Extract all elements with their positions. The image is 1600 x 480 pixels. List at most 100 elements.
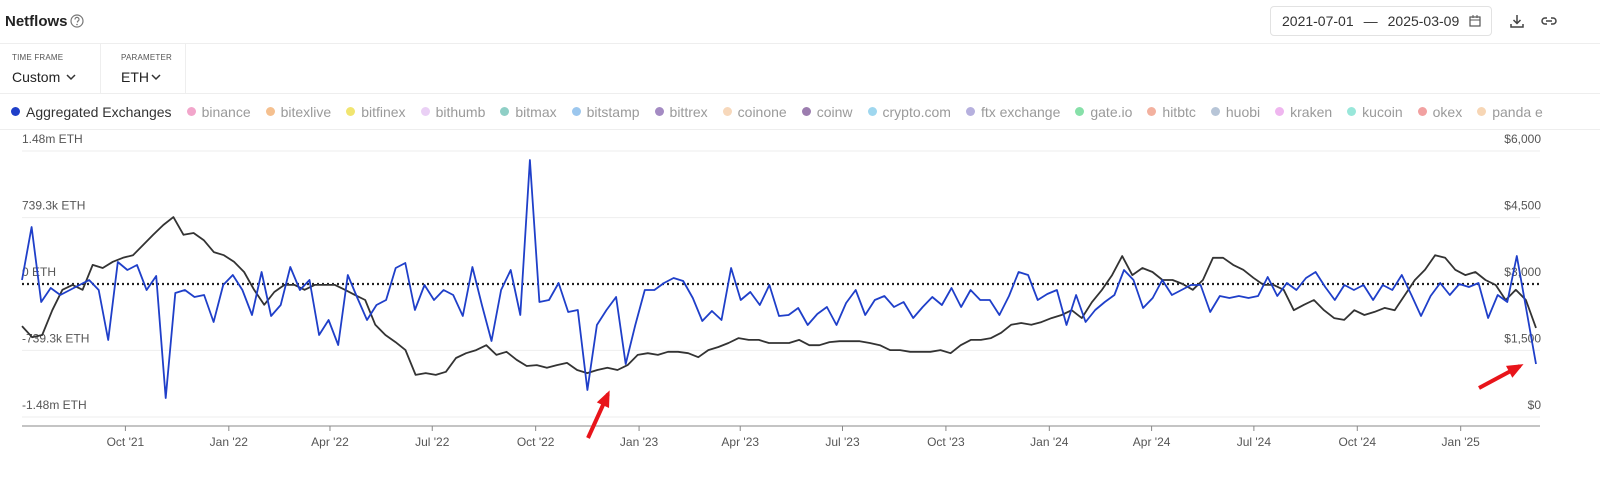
legend-label: binance: [201, 103, 251, 120]
legend-dot: [867, 107, 877, 116]
x-tick-label: Apr '22: [311, 435, 349, 449]
control-label: PARAMETER: [121, 53, 172, 62]
legend-dot: [965, 107, 975, 116]
control-label: TIME FRAME: [12, 53, 64, 62]
legend-item[interactable]: huobi: [1210, 104, 1260, 120]
legend-dot: [11, 107, 20, 116]
control-value: Custom: [12, 69, 61, 85]
y2-tick-label: $1,500: [1504, 332, 1541, 346]
legend-dot: [571, 107, 581, 116]
help-icon[interactable]: [70, 14, 84, 28]
legend-item[interactable]: panda e: [1477, 104, 1543, 120]
legend-item[interactable]: crypto.com: [867, 103, 951, 120]
legend-label: crypto.com: [882, 103, 951, 120]
annotation-arrowhead: [1506, 364, 1524, 378]
link-icon[interactable]: [1540, 13, 1558, 29]
y-tick-label: 0 ETH: [22, 265, 56, 279]
annotation-arrowhead: [596, 390, 610, 408]
x-tick-label: Oct '22: [517, 435, 555, 449]
legend-item[interactable]: Aggregated Exchanges: [11, 104, 172, 120]
legend-item[interactable]: okex: [1417, 103, 1463, 120]
date-separator: —: [1363, 13, 1378, 29]
chevron: [151, 73, 161, 80]
date-from: 2021-07-01: [1282, 13, 1354, 29]
page-title: Netflows: [5, 13, 68, 30]
parameter-control[interactable]: PARAMETER ETH: [101, 44, 186, 94]
legend-item[interactable]: gate.io: [1075, 104, 1132, 120]
x-tick-label: Oct '23: [927, 435, 965, 449]
chart: 1.48m ETH 739.3k ETH 0 ETH -739.3k ETH -1.48…: [21, 132, 1542, 449]
legend-dot: [801, 107, 811, 116]
price-line: [21, 216, 1537, 376]
legend-dot: [1275, 107, 1285, 116]
y-tick-label: 739.3k ETH: [22, 199, 85, 213]
download-icon[interactable]: [1509, 13, 1525, 29]
legend-label: bitexlive: [280, 103, 332, 120]
legend-dot: [722, 107, 732, 116]
legend-label: kucoin: [1362, 103, 1403, 120]
y2-tick-label: $6,000: [1504, 132, 1541, 146]
header: Netflows 2021-07-01 — 2025-03-09: [0, 0, 1600, 44]
control-value: ETH: [121, 69, 149, 85]
y-tick-label: -1.48m ETH: [22, 398, 87, 412]
calendar-icon: [1469, 15, 1481, 27]
legend-item[interactable]: bittrex: [654, 103, 708, 120]
legend-label: okex: [1432, 103, 1463, 120]
x-tick-label: Jul '23: [825, 435, 860, 449]
legend-dot: [1417, 107, 1427, 116]
legend-label: Aggregated Exchanges: [26, 103, 172, 120]
legend-label: coinw: [816, 103, 853, 120]
legend-label: ftx exchange: [980, 103, 1061, 120]
legend-item[interactable]: binance: [186, 103, 251, 120]
legend-label: bitfinex: [361, 103, 406, 120]
x-tick-label: Jan '24: [1030, 435, 1069, 449]
legend-item[interactable]: hitbtc: [1147, 103, 1196, 120]
x-tick-label: Jan '25: [1442, 435, 1481, 449]
x-tick-label: Jul '22: [415, 435, 450, 449]
x-tick-label: Oct '21: [107, 435, 145, 449]
legend-item[interactable]: bitstamp: [571, 103, 640, 120]
legend-item[interactable]: bitexlive: [265, 103, 332, 120]
y2-tick-label: $3,000: [1504, 265, 1541, 279]
legend-dot: [1075, 107, 1085, 116]
legend-item[interactable]: ftx exchange: [965, 103, 1061, 120]
legend-dot: [500, 107, 510, 116]
legend-dot: [1210, 107, 1220, 116]
legend-dot: [265, 107, 275, 116]
x-tick-label: Apr '23: [721, 435, 759, 449]
x-tick-label: Oct '24: [1338, 435, 1376, 449]
legend-label: hitbtc: [1162, 103, 1196, 120]
legend-item[interactable]: bitfinex: [346, 103, 406, 120]
y-tick-label: 1.48m ETH: [22, 132, 83, 146]
legend-dot: [420, 107, 430, 116]
legend-item[interactable]: bithumb: [420, 104, 485, 120]
time-frame-control[interactable]: TIME FRAME Custom: [0, 44, 101, 94]
date-range[interactable]: 2021-07-01 — 2025-03-09: [1270, 6, 1492, 36]
legend-dot: [654, 107, 664, 116]
controls: TIME FRAME Custom PARAMETER ETH: [0, 44, 1600, 94]
date-to: 2025-03-09: [1387, 13, 1460, 29]
legend-label: bitstamp: [586, 103, 640, 120]
legend-item[interactable]: kraken: [1275, 104, 1332, 120]
netflow-line: [21, 159, 1537, 399]
legend-label: kraken: [1290, 103, 1333, 120]
legend-item[interactable]: coinone: [722, 103, 787, 120]
legend-dot: [1477, 107, 1487, 116]
legend-label: coinone: [737, 103, 787, 120]
legend-label: bitmax: [515, 103, 557, 120]
y2-tick-label: $0: [1528, 398, 1542, 412]
legend-dot: [1147, 107, 1157, 116]
legend-label: gate.io: [1090, 103, 1133, 120]
legend: Aggregated Exchanges binance bitexlive bitf…: [0, 94, 1600, 130]
legend-dot: [346, 107, 356, 116]
legend-item[interactable]: bitmax: [500, 103, 557, 120]
legend-dot: [186, 107, 196, 116]
x-tick-label: Jan '23: [620, 435, 659, 449]
legend-label: bittrex: [669, 103, 708, 120]
legend-item[interactable]: kucoin: [1347, 103, 1403, 120]
legend-dot: [1347, 107, 1357, 116]
chevron: [66, 73, 76, 80]
y-tick-label: -739.3k ETH: [22, 331, 89, 345]
legend-item[interactable]: coinw: [801, 103, 853, 120]
